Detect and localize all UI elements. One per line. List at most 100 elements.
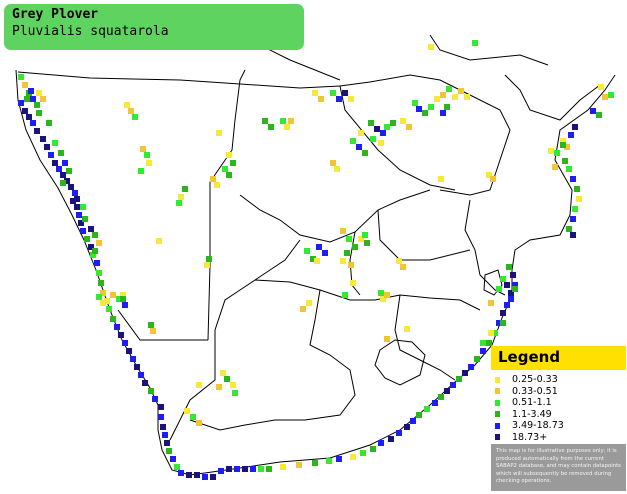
occurrence-cell (404, 326, 410, 332)
border-botswana-south (239, 189, 431, 243)
occurrence-cell (462, 370, 468, 376)
occurrence-cell (570, 176, 576, 182)
occurrence-cell (410, 418, 416, 424)
legend-item: 18.73+ (495, 432, 626, 444)
occurrence-cell (150, 328, 156, 334)
occurrence-cell (28, 88, 34, 94)
occurrence-cell (312, 90, 318, 96)
occurrence-cell (156, 238, 162, 244)
occurrence-cell (312, 460, 318, 466)
occurrence-cell (562, 158, 568, 164)
occurrence-cell (284, 124, 290, 130)
occurrence-cell (58, 150, 64, 156)
occurrence-cell (344, 250, 350, 256)
occurrence-cell (22, 82, 28, 88)
occurrence-cell (62, 160, 68, 166)
occurrence-cell (510, 272, 516, 278)
occurrence-cell (288, 118, 294, 124)
occurrence-cell (210, 176, 216, 182)
legend-disclaimer: This map is for illustrative purposes on… (491, 444, 626, 491)
occurrence-cell (100, 290, 106, 296)
occurrence-cell (296, 462, 302, 468)
occurrence-cell (326, 458, 332, 464)
occurrence-cell (242, 466, 248, 472)
occurrence-cell (566, 166, 572, 172)
occurrence-cell (36, 110, 42, 116)
occurrence-cell (362, 150, 368, 156)
occurrence-cell (596, 112, 602, 118)
occurrence-cell (564, 144, 570, 150)
occurrence-cell (428, 104, 434, 110)
legend-swatch (495, 434, 500, 441)
occurrence-cell (258, 466, 264, 472)
occurrence-cell (18, 100, 24, 106)
occurrence-cell (428, 44, 434, 50)
occurrence-cell (104, 298, 110, 304)
occurrence-cell (340, 258, 346, 264)
occurrence-cell (88, 244, 94, 250)
occurrence-cell (124, 102, 130, 108)
occurrence-cell (96, 270, 102, 276)
occurrence-cell (232, 390, 238, 396)
lesotho-border (374, 339, 426, 386)
occurrence-cell (74, 204, 80, 210)
occurrence-cell (480, 348, 486, 354)
occurrence-cell (576, 196, 582, 202)
occurrence-cell (132, 114, 138, 120)
legend-item: 0.33-0.51 (495, 386, 626, 398)
occurrence-cell (220, 370, 226, 376)
occurrence-cell (480, 340, 486, 346)
occurrence-cell (166, 448, 172, 454)
occurrence-cell (464, 94, 470, 100)
occurrence-cell (110, 292, 116, 298)
occurrence-cell (422, 110, 428, 116)
occurrence-cell (404, 424, 410, 430)
occurrence-cell (202, 474, 208, 480)
occurrence-cell (174, 464, 180, 470)
occurrence-cell (152, 396, 158, 402)
occurrence-cell (444, 388, 450, 394)
occurrence-cell (352, 244, 358, 250)
occurrence-cell (358, 130, 364, 136)
occurrence-cell (60, 172, 66, 178)
occurrence-cell (310, 256, 316, 262)
occurrence-cell (226, 152, 232, 158)
border-sa-north (117, 309, 208, 341)
occurrence-cell (120, 296, 126, 302)
occurrence-cell (24, 96, 30, 102)
occurrence-cell (440, 110, 446, 116)
occurrence-cell (196, 420, 202, 426)
occurrence-cell (146, 160, 152, 166)
occurrence-cell (224, 376, 230, 382)
occurrence-cell (122, 302, 128, 308)
occurrence-cell (78, 220, 84, 226)
occurrence-cell (508, 296, 514, 302)
occurrence-cell (234, 466, 240, 472)
occurrence-cell (506, 264, 512, 270)
occurrence-cell (378, 140, 384, 146)
occurrence-cell (570, 216, 576, 222)
common-name: Grey Plover (12, 7, 99, 22)
occurrence-cell (492, 330, 498, 336)
occurrence-cell (314, 258, 320, 264)
occurrence-cell (148, 388, 154, 394)
occurrence-cell (330, 90, 336, 96)
occurrence-cell (186, 472, 192, 478)
legend-swatch (495, 388, 500, 395)
occurrence-cell (144, 152, 150, 158)
occurrence-cell (226, 172, 232, 178)
legend-item: 3.49-18.73 (495, 420, 626, 432)
occurrence-cell (216, 384, 222, 390)
occurrence-cell (424, 406, 430, 412)
scientific-name: Pluvialis squatarola (12, 24, 169, 39)
occurrence-cell (570, 232, 576, 238)
occurrence-cell (162, 432, 168, 438)
occurrence-cell (52, 140, 58, 146)
occurrence-cell (92, 248, 98, 254)
occurrence-cell (26, 114, 32, 120)
province-lines (169, 199, 506, 441)
occurrence-cell (468, 364, 474, 370)
occurrence-cell (178, 194, 184, 200)
border-zim (339, 74, 511, 196)
occurrence-cell (388, 436, 394, 442)
